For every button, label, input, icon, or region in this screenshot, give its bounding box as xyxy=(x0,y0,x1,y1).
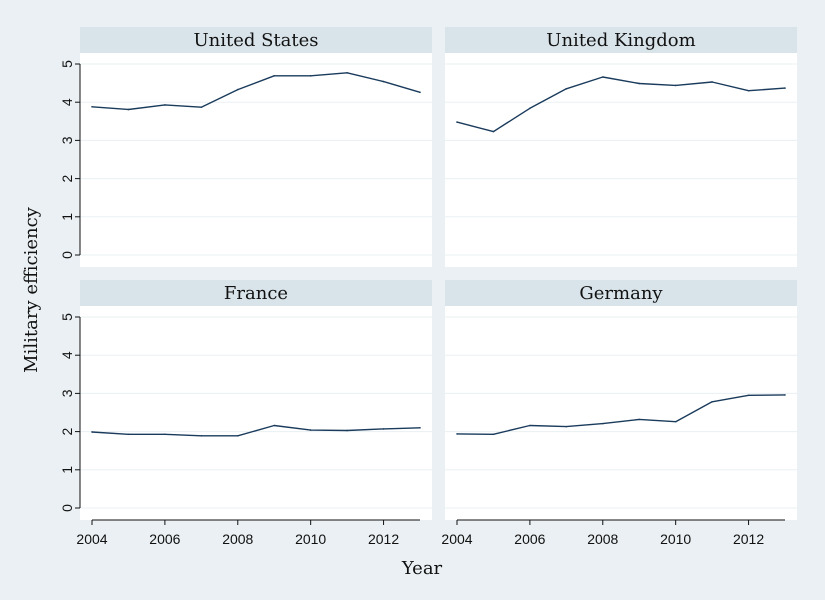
y-tick-label: 5 xyxy=(59,60,75,68)
data-point xyxy=(346,429,348,432)
data-point xyxy=(674,420,677,423)
data-point xyxy=(711,401,713,403)
data-point xyxy=(784,394,786,396)
series-line xyxy=(456,76,786,133)
panels-group: United States 0 1 2 3 4 5 United Kingdom France 0… xyxy=(59,27,797,547)
panel-title: Germany xyxy=(579,283,663,304)
y-tick-label: 1 xyxy=(59,466,75,474)
data-point xyxy=(747,394,750,397)
x-tick-label: 2012 xyxy=(368,531,399,547)
data-point xyxy=(346,71,348,74)
y-tick-label: 2 xyxy=(59,174,75,182)
panel-france: France 0 1 2 3 4 5 2004 2006 2008 2010 2012 xyxy=(59,280,432,547)
x-tick-label: 2004 xyxy=(441,531,472,547)
y-tick-label: 0 xyxy=(59,251,75,259)
data-point xyxy=(565,88,568,90)
data-point xyxy=(309,429,312,431)
data-point xyxy=(711,81,713,83)
data-point xyxy=(382,80,385,83)
y-tick-label: 3 xyxy=(59,136,75,144)
panel-germany: Germany 2004 2006 2008 2010 2012 xyxy=(441,280,797,547)
data-point xyxy=(200,106,203,108)
x-tick-label: 2006 xyxy=(149,531,180,547)
y-tick-label: 2 xyxy=(59,427,75,435)
data-point xyxy=(236,435,239,437)
data-point xyxy=(127,108,130,111)
data-point xyxy=(309,75,312,77)
data-point xyxy=(638,82,641,85)
data-point xyxy=(784,87,786,89)
y-tick-label: 1 xyxy=(59,213,75,221)
data-point xyxy=(164,104,166,106)
data-point xyxy=(747,89,750,92)
panel-strip xyxy=(445,27,797,53)
data-point xyxy=(492,130,495,133)
data-point xyxy=(601,76,604,78)
panel-strip xyxy=(445,280,797,306)
plot-area xyxy=(445,53,797,267)
data-point xyxy=(674,84,677,87)
data-point xyxy=(456,433,458,435)
y-tick-label: 5 xyxy=(59,313,75,321)
data-point xyxy=(565,425,568,428)
panel-united-states: United States 0 1 2 3 4 5 xyxy=(59,27,432,267)
series-line xyxy=(91,424,421,437)
panel-title: France xyxy=(224,283,288,304)
x-axis-title: Year xyxy=(401,558,443,579)
series-line xyxy=(456,394,786,435)
x-tick-label: 2010 xyxy=(295,531,326,547)
data-point xyxy=(91,105,93,108)
data-point xyxy=(200,435,203,437)
plot-area xyxy=(80,306,432,520)
panel-strip xyxy=(80,27,432,53)
plot-area xyxy=(80,53,432,267)
data-point xyxy=(529,107,531,110)
data-point xyxy=(273,75,276,77)
x-tick-label: 2012 xyxy=(733,531,764,547)
data-point xyxy=(236,88,239,91)
data-point xyxy=(601,422,604,425)
data-point xyxy=(419,91,421,94)
x-tick-label: 2004 xyxy=(76,531,107,547)
panel-title: United States xyxy=(193,30,318,51)
data-point xyxy=(127,433,130,436)
x-tick-label: 2008 xyxy=(222,531,253,547)
data-point xyxy=(273,424,276,427)
y-tick-label: 4 xyxy=(59,351,75,359)
y-tick-label: 4 xyxy=(59,98,75,106)
data-point xyxy=(456,121,458,123)
data-point xyxy=(638,418,641,421)
data-point xyxy=(382,428,385,430)
data-point xyxy=(529,424,531,427)
data-point xyxy=(419,426,421,429)
panel-united-kingdom: United Kingdom xyxy=(445,27,797,267)
data-point xyxy=(164,433,166,436)
data-point xyxy=(91,431,93,433)
plot-area xyxy=(445,306,797,520)
y-tick-label: 3 xyxy=(59,389,75,397)
panel-strip xyxy=(80,280,432,306)
x-tick-label: 2010 xyxy=(660,531,691,547)
y-tick-label: 0 xyxy=(59,504,75,512)
y-axis-title: Military efficiency xyxy=(21,206,42,373)
x-tick-label: 2008 xyxy=(587,531,618,547)
panel-title: United Kingdom xyxy=(546,30,695,51)
series-line xyxy=(91,72,421,111)
data-point xyxy=(492,433,495,436)
x-tick-label: 2006 xyxy=(514,531,545,547)
